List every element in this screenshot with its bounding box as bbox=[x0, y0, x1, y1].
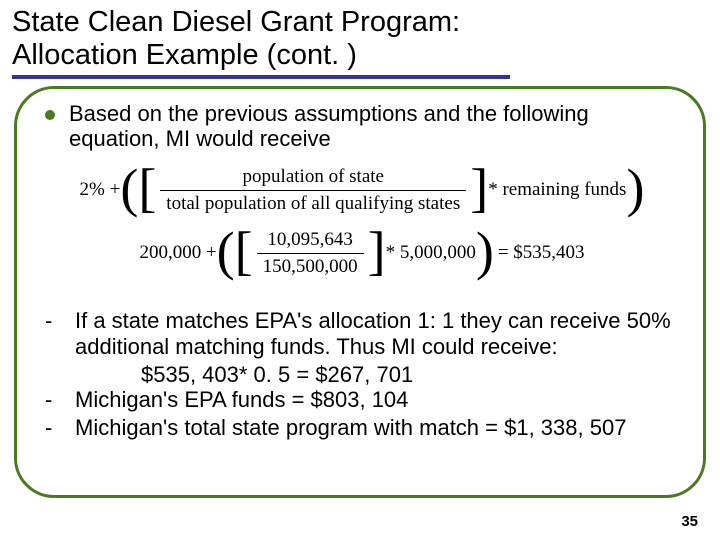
title-line-1: State Clean Diesel Grant Program: bbox=[12, 6, 708, 39]
equation-numeric: 200,000 + ( [ 10,095,643 150,500,000 ] *… bbox=[45, 229, 679, 278]
eq2-numerator: 10,095,643 bbox=[261, 229, 359, 253]
dash-text-3: Michigan's total state program with matc… bbox=[75, 415, 626, 441]
list-item: - If a state matches EPA's allocation 1:… bbox=[45, 308, 679, 360]
eq2-denominator: 150,500,000 bbox=[257, 253, 364, 278]
list-item: - Michigan's total state program with ma… bbox=[45, 415, 679, 441]
slide-title: State Clean Diesel Grant Program: Alloca… bbox=[0, 0, 720, 73]
title-underline bbox=[12, 75, 510, 79]
dash-icon: - bbox=[45, 387, 75, 413]
eq1-tail: * remaining funds bbox=[488, 179, 626, 201]
dash-text-1: If a state matches EPA's allocation 1: 1… bbox=[75, 308, 679, 360]
bullet-item: Based on the previous assumptions and th… bbox=[45, 101, 679, 152]
bullet-text: Based on the previous assumptions and th… bbox=[69, 101, 679, 152]
eq1-numerator: population of state bbox=[237, 166, 390, 190]
eq1-fraction: population of state total population of … bbox=[160, 166, 466, 215]
equation-generic: 2% + ( [ population of state total popul… bbox=[45, 166, 679, 215]
dash-icon: - bbox=[45, 415, 75, 441]
dash-text-2: Michigan's EPA funds = $803, 104 bbox=[75, 387, 408, 413]
eq2-fraction: 10,095,643 150,500,000 bbox=[257, 229, 364, 278]
dash-list: - If a state matches EPA's allocation 1:… bbox=[45, 308, 679, 442]
page-number: 35 bbox=[681, 513, 698, 530]
eq1-denominator: total population of all qualifying state… bbox=[160, 190, 466, 215]
eq1-lead: 2% + bbox=[80, 179, 121, 201]
dash-calc-1: $535, 403* 0. 5 = $267, 701 bbox=[141, 362, 679, 388]
eq2-lead: 200,000 + bbox=[139, 242, 216, 264]
eq2-mult: * 5,000,000 bbox=[386, 242, 476, 264]
title-line-2: Allocation Example (cont. ) bbox=[12, 39, 708, 72]
bullet-icon bbox=[45, 110, 55, 120]
dash-icon: - bbox=[45, 308, 75, 360]
eq2-result: = $535,403 bbox=[498, 242, 585, 264]
list-item: - Michigan's EPA funds = $803, 104 bbox=[45, 387, 679, 413]
content-frame: Based on the previous assumptions and th… bbox=[14, 86, 706, 498]
